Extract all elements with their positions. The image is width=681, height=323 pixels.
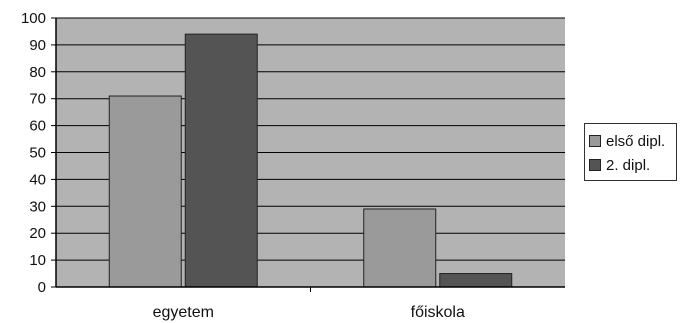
legend-swatch-series-1 [589,135,601,147]
bars [108,33,513,288]
legend-item-series-1: első dipl. [589,132,665,150]
legend-label-series-1: első dipl. [606,132,666,150]
legend-swatch-series-2 [589,159,601,171]
bar-egyetem-series-1 [108,95,182,288]
bar-főiskola-series-1 [363,208,437,288]
x-tick-label: egyetem [153,304,214,321]
y-tick-label: 40 [29,171,46,188]
y-tick-label: 90 [29,37,46,54]
legend-label-series-2: 2. dipl. [606,156,651,174]
x-axis-labels: egyetem főiskola [153,287,465,321]
legend-item-series-2: 2. dipl. [589,156,650,174]
legend: első dipl. 2. dipl. [584,123,677,181]
bar-főiskola-series-2 [439,273,513,288]
x-tick-label: főiskola [411,304,465,321]
y-tick-label: 0 [38,279,46,296]
y-tick-label: 100 [21,10,46,27]
y-tick-label: 60 [29,118,46,135]
y-tick-label: 30 [29,198,46,215]
y-tick-label: 50 [29,145,46,162]
y-tick-label: 20 [29,225,46,242]
y-tick-label: 80 [29,64,46,81]
y-axis-ticks: 0 10 20 30 40 50 60 70 80 90 100 [21,10,56,296]
y-tick-label: 10 [29,252,46,269]
bar-egyetem-series-2 [184,33,258,288]
y-tick-label: 70 [29,91,46,108]
